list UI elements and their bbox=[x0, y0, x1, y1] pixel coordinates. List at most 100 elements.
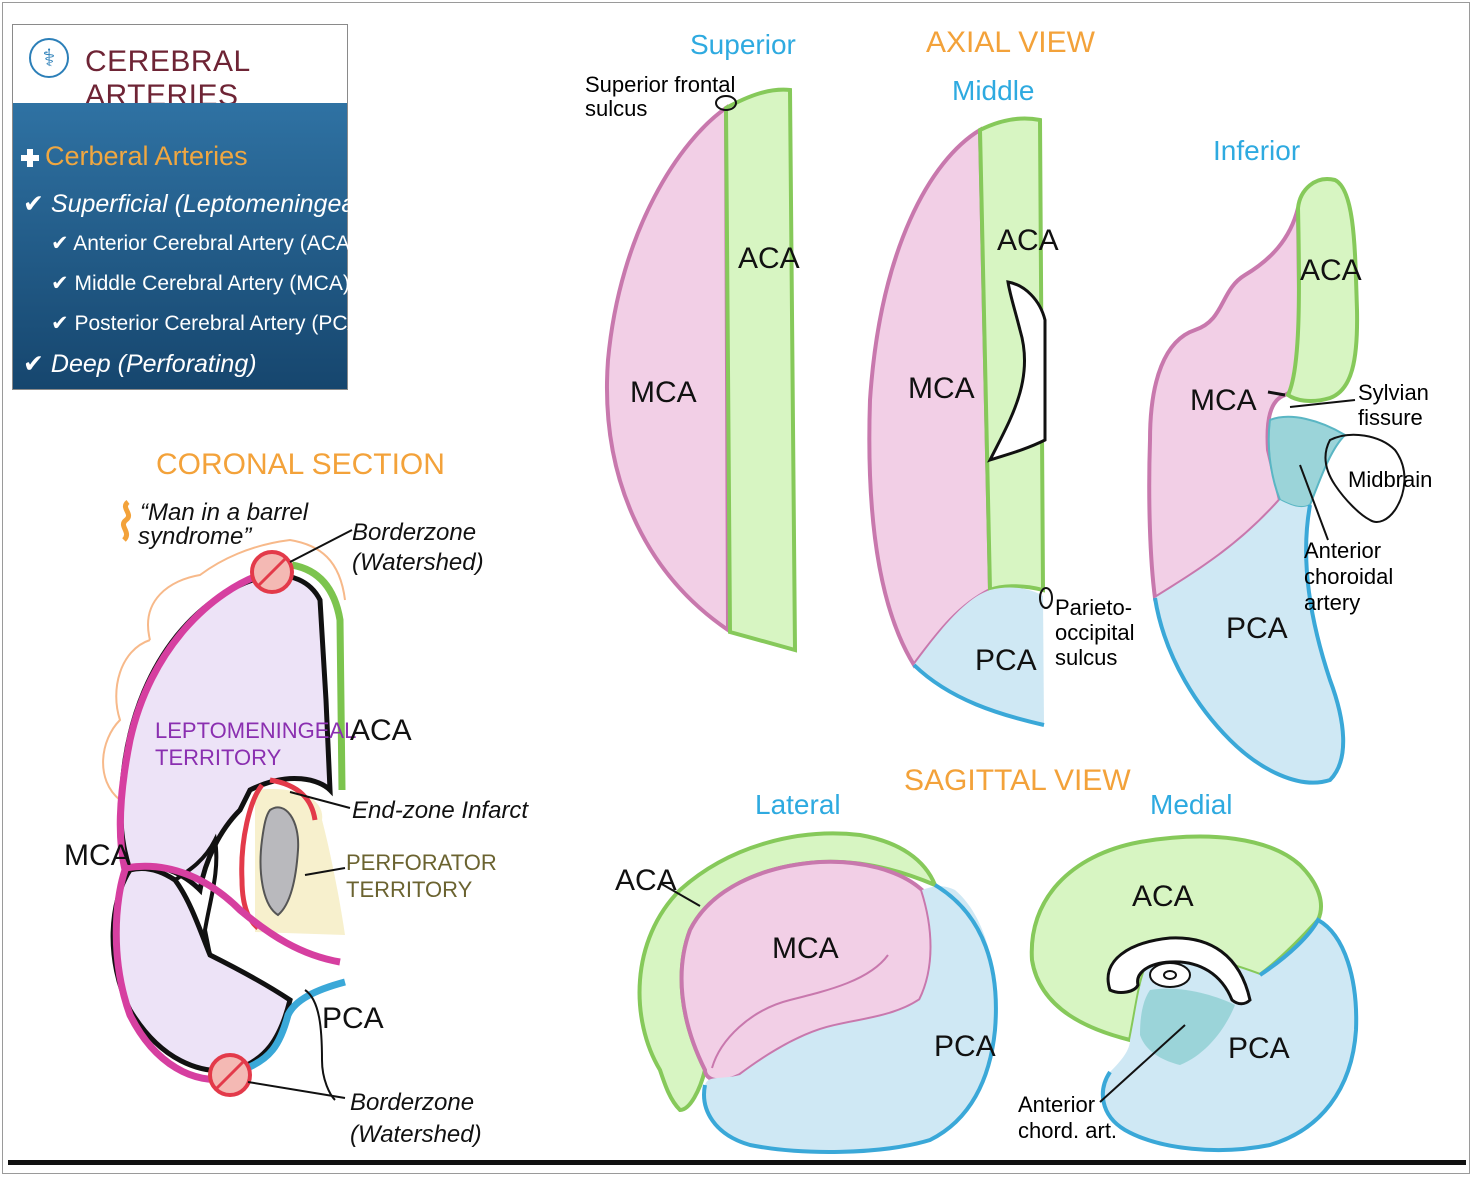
parieto-line1: Parieto- bbox=[1055, 595, 1132, 620]
midbrain-label: Midbrain bbox=[1348, 467, 1432, 492]
end-zone-label: End-zone Infarct bbox=[352, 797, 529, 824]
menu-item-mca[interactable]: ✔ Middle Cerebral Artery (MCA) bbox=[51, 271, 350, 296]
sylvian-line2: fissure bbox=[1358, 405, 1423, 430]
menu-body: Cerberal Arteries ✔ Superficial (Leptome… bbox=[13, 103, 369, 389]
ventricle-outline bbox=[173, 833, 219, 956]
menu-item-label: Cerberal Arteries bbox=[45, 141, 248, 171]
menu-item-label: Deep (Perforating) bbox=[50, 350, 257, 378]
thalamus-outer bbox=[1149, 962, 1191, 988]
middle-pca-border bbox=[912, 663, 1045, 727]
midbrain-outline bbox=[1324, 433, 1406, 523]
leptomeningeal-line2: TERRITORY bbox=[155, 745, 282, 770]
inferior-pca bbox=[1155, 500, 1344, 783]
leader-lateral-aca bbox=[659, 882, 701, 907]
plus-icon bbox=[21, 149, 39, 167]
pca-boundary bbox=[240, 978, 346, 1074]
lateral-mca bbox=[679, 859, 934, 1083]
superior-aca bbox=[723, 87, 798, 653]
menu-item-superficial[interactable]: ✔ Superficial (Leptomeningeal) bbox=[23, 189, 369, 219]
borderzone-top-line1: Borderzone bbox=[352, 519, 476, 546]
man-in-barrel-line1: “Man in a barrel bbox=[140, 499, 309, 526]
mca-branch bbox=[124, 862, 341, 966]
lateral-pca bbox=[704, 886, 996, 1152]
axial-view: AXIAL VIEW Superior Superior frontal sul… bbox=[585, 26, 1432, 785]
inferior-aca bbox=[1285, 177, 1360, 404]
medial-choroidal bbox=[1140, 988, 1235, 1065]
inferior-mca-label: MCA bbox=[1190, 384, 1257, 417]
axial-middle: Middle ACA MCA PCA Parieto- occipital su… bbox=[867, 75, 1134, 727]
menu-item-pca[interactable]: ✔ Posterior Cerebral Artery (PCA) bbox=[51, 311, 369, 336]
menu-item-label: Anterior Cerebral Artery (ACA) bbox=[73, 232, 357, 255]
axial-inferior: Inferior ACA MCA PCA Sylvian fissure Mid… bbox=[1147, 135, 1432, 785]
menu-item-deep[interactable]: ✔ Deep (Perforating) bbox=[23, 349, 257, 379]
middle-aca-label: ACA bbox=[997, 224, 1059, 257]
lateral-pca-label: PCA bbox=[934, 1030, 996, 1063]
middle-mca-label: MCA bbox=[908, 372, 975, 405]
medial-choroidal-line2: chord. art. bbox=[1018, 1118, 1117, 1143]
coronal-aca-label: ACA bbox=[350, 714, 412, 747]
sagittal-heading: SAGITTAL VIEW bbox=[904, 764, 1131, 797]
medial-choroidal-line1: Anterior bbox=[1018, 1092, 1095, 1117]
aca-boundary bbox=[291, 561, 346, 791]
thalamus-inner bbox=[1163, 970, 1177, 980]
check-icon: ✔ bbox=[51, 311, 69, 335]
inferior-pca-label: PCA bbox=[1226, 612, 1288, 645]
superior-mca bbox=[605, 104, 731, 634]
superior-title: Superior bbox=[690, 29, 796, 60]
superior-sulcus-line1: Superior frontal bbox=[585, 72, 735, 97]
leader-choroidal bbox=[1299, 464, 1329, 541]
sagittal-lateral: Lateral ACA MCA PCA bbox=[615, 789, 998, 1154]
sagittal-view: SAGITTAL VIEW Lateral ACA MCA PCA Medial bbox=[615, 764, 1359, 1154]
middle-pca bbox=[914, 587, 1044, 725]
coronal-heading: CORONAL SECTION bbox=[156, 448, 445, 481]
borderzone-bottom-line1: Borderzone bbox=[350, 1089, 474, 1116]
axial-superior: Superior Superior frontal sulcus ACA MCA bbox=[585, 29, 800, 653]
superior-sulcus-line2: sulcus bbox=[585, 96, 647, 121]
leptomeningeal-line1: LEPTOMENINGEAL bbox=[155, 718, 356, 743]
coronal-pca-label: PCA bbox=[322, 1002, 384, 1035]
basal-ganglia bbox=[259, 806, 300, 917]
man-in-barrel-line2: syndrome” bbox=[138, 523, 252, 550]
parieto-line3: sulcus bbox=[1055, 645, 1117, 670]
topic-menu-panel: ⚕ CEREBRAL ARTERIES Cerberal Arteries ✔ … bbox=[12, 24, 369, 390]
borderzone-bottom-marker bbox=[208, 1053, 252, 1097]
medial-pca-border bbox=[1101, 917, 1359, 1152]
inferior-aca-label: ACA bbox=[1300, 254, 1362, 287]
choroidal-line1: Anterior bbox=[1304, 538, 1381, 563]
mca-boundary bbox=[112, 568, 270, 1083]
coronal-mca-label: MCA bbox=[64, 839, 131, 872]
parieto-line2: occipital bbox=[1055, 620, 1134, 645]
menu-item-cerebral-arteries[interactable]: Cerberal Arteries bbox=[21, 141, 248, 172]
check-icon: ✔ bbox=[51, 231, 69, 255]
leader-borderzone-top bbox=[289, 529, 353, 563]
inferior-title: Inferior bbox=[1213, 135, 1300, 166]
inferior-mca bbox=[1147, 207, 1303, 602]
superior-frontal-sulcus-marker bbox=[715, 95, 737, 111]
check-icon: ✔ bbox=[23, 349, 44, 378]
sylvian-line1: Sylvian bbox=[1358, 380, 1429, 405]
cortex-outline bbox=[102, 538, 346, 801]
borderzone-bottom-line2: (Watershed) bbox=[350, 1121, 482, 1148]
squiggle-icon bbox=[120, 500, 132, 542]
lateral-mca-label: MCA bbox=[772, 932, 839, 965]
leader-end-zone bbox=[289, 791, 351, 809]
lateral-sylvian-line bbox=[711, 954, 889, 1069]
axial-heading: AXIAL VIEW bbox=[926, 26, 1096, 59]
menu-item-label: Superficial (Leptomeningeal) bbox=[50, 190, 370, 218]
check-icon: ✔ bbox=[51, 271, 69, 295]
brainstem-outline bbox=[304, 989, 336, 1101]
superior-aca-label: ACA bbox=[738, 242, 800, 275]
perforator-line1: PERFORATOR bbox=[346, 850, 497, 875]
superior-mca-label: MCA bbox=[630, 376, 697, 409]
lateral-pca-border bbox=[702, 883, 998, 1154]
parieto-occipital-marker bbox=[1039, 587, 1053, 609]
middle-pca-label: PCA bbox=[975, 644, 1037, 677]
leader-sylvian bbox=[1289, 399, 1356, 408]
menu-item-aca[interactable]: ✔ Anterior Cerebral Artery (ACA) bbox=[51, 231, 357, 256]
leader-borderzone-bottom bbox=[247, 1081, 346, 1099]
inferior-choroidal bbox=[1267, 415, 1347, 509]
check-icon: ✔ bbox=[23, 189, 44, 218]
menu-item-label: Middle Cerebral Artery (MCA) bbox=[74, 272, 350, 295]
